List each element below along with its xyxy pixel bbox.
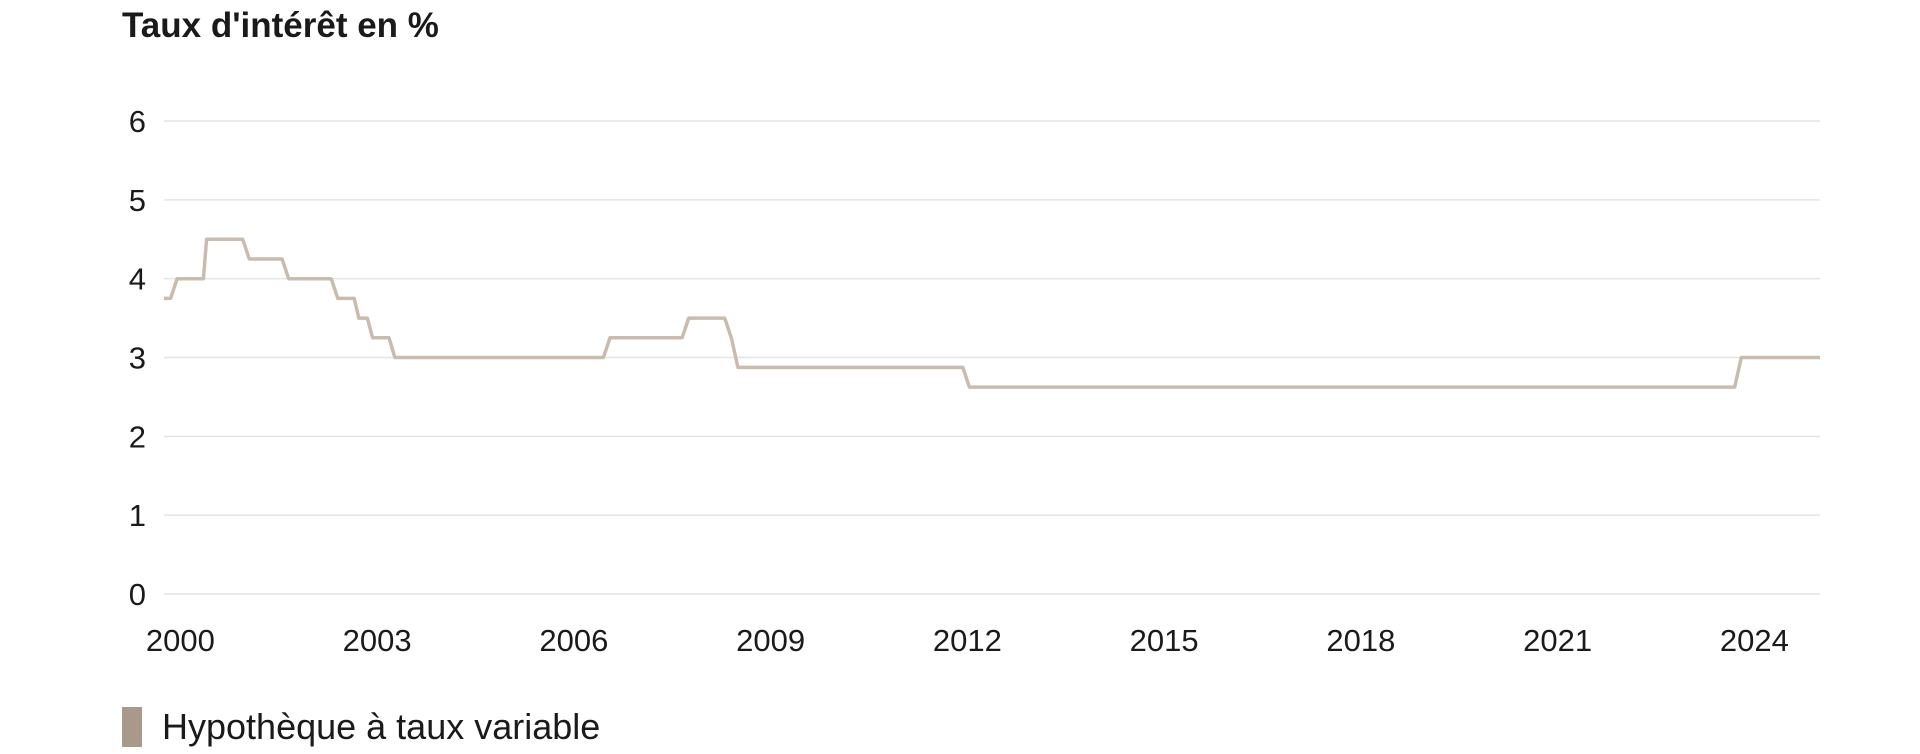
- y-tick-label: 0: [129, 577, 146, 612]
- x-tick-label: 2015: [1130, 623, 1199, 658]
- x-tick-label: 2021: [1523, 623, 1592, 658]
- legend-swatch: [122, 707, 142, 747]
- line-chart: 0 1 2 3 4 5 6 2000 2003 2006 2009 2012 2015 2018 2021…: [129, 104, 1820, 658]
- x-tick-label: 2003: [343, 623, 412, 658]
- y-tick-label: 6: [129, 104, 146, 139]
- y-axis-ticks: 0 1 2 3 4 5 6: [129, 104, 146, 612]
- x-axis-ticks: 2000 2003 2006 2009 2012 2015 2018 2021 2024: [146, 623, 1789, 658]
- y-tick-label: 2: [129, 419, 146, 454]
- y-tick-label: 4: [129, 262, 146, 297]
- y-tick-label: 1: [129, 498, 146, 533]
- series-group: [164, 237, 1820, 389]
- x-tick-label: 2000: [146, 623, 215, 658]
- legend: Hypothèque à taux variable: [122, 706, 600, 748]
- x-tick-label: 2009: [736, 623, 805, 658]
- x-tick-label: 2018: [1326, 623, 1395, 658]
- series-line-0: [164, 237, 1820, 389]
- x-tick-label: 2012: [933, 623, 1002, 658]
- x-tick-label: 2024: [1720, 623, 1789, 658]
- x-tick-label: 2006: [539, 623, 608, 658]
- chart-title: Taux d'intérêt en %: [122, 6, 439, 45]
- y-tick-label: 3: [129, 341, 146, 376]
- legend-label: Hypothèque à taux variable: [162, 706, 601, 747]
- y-tick-label: 5: [129, 183, 146, 218]
